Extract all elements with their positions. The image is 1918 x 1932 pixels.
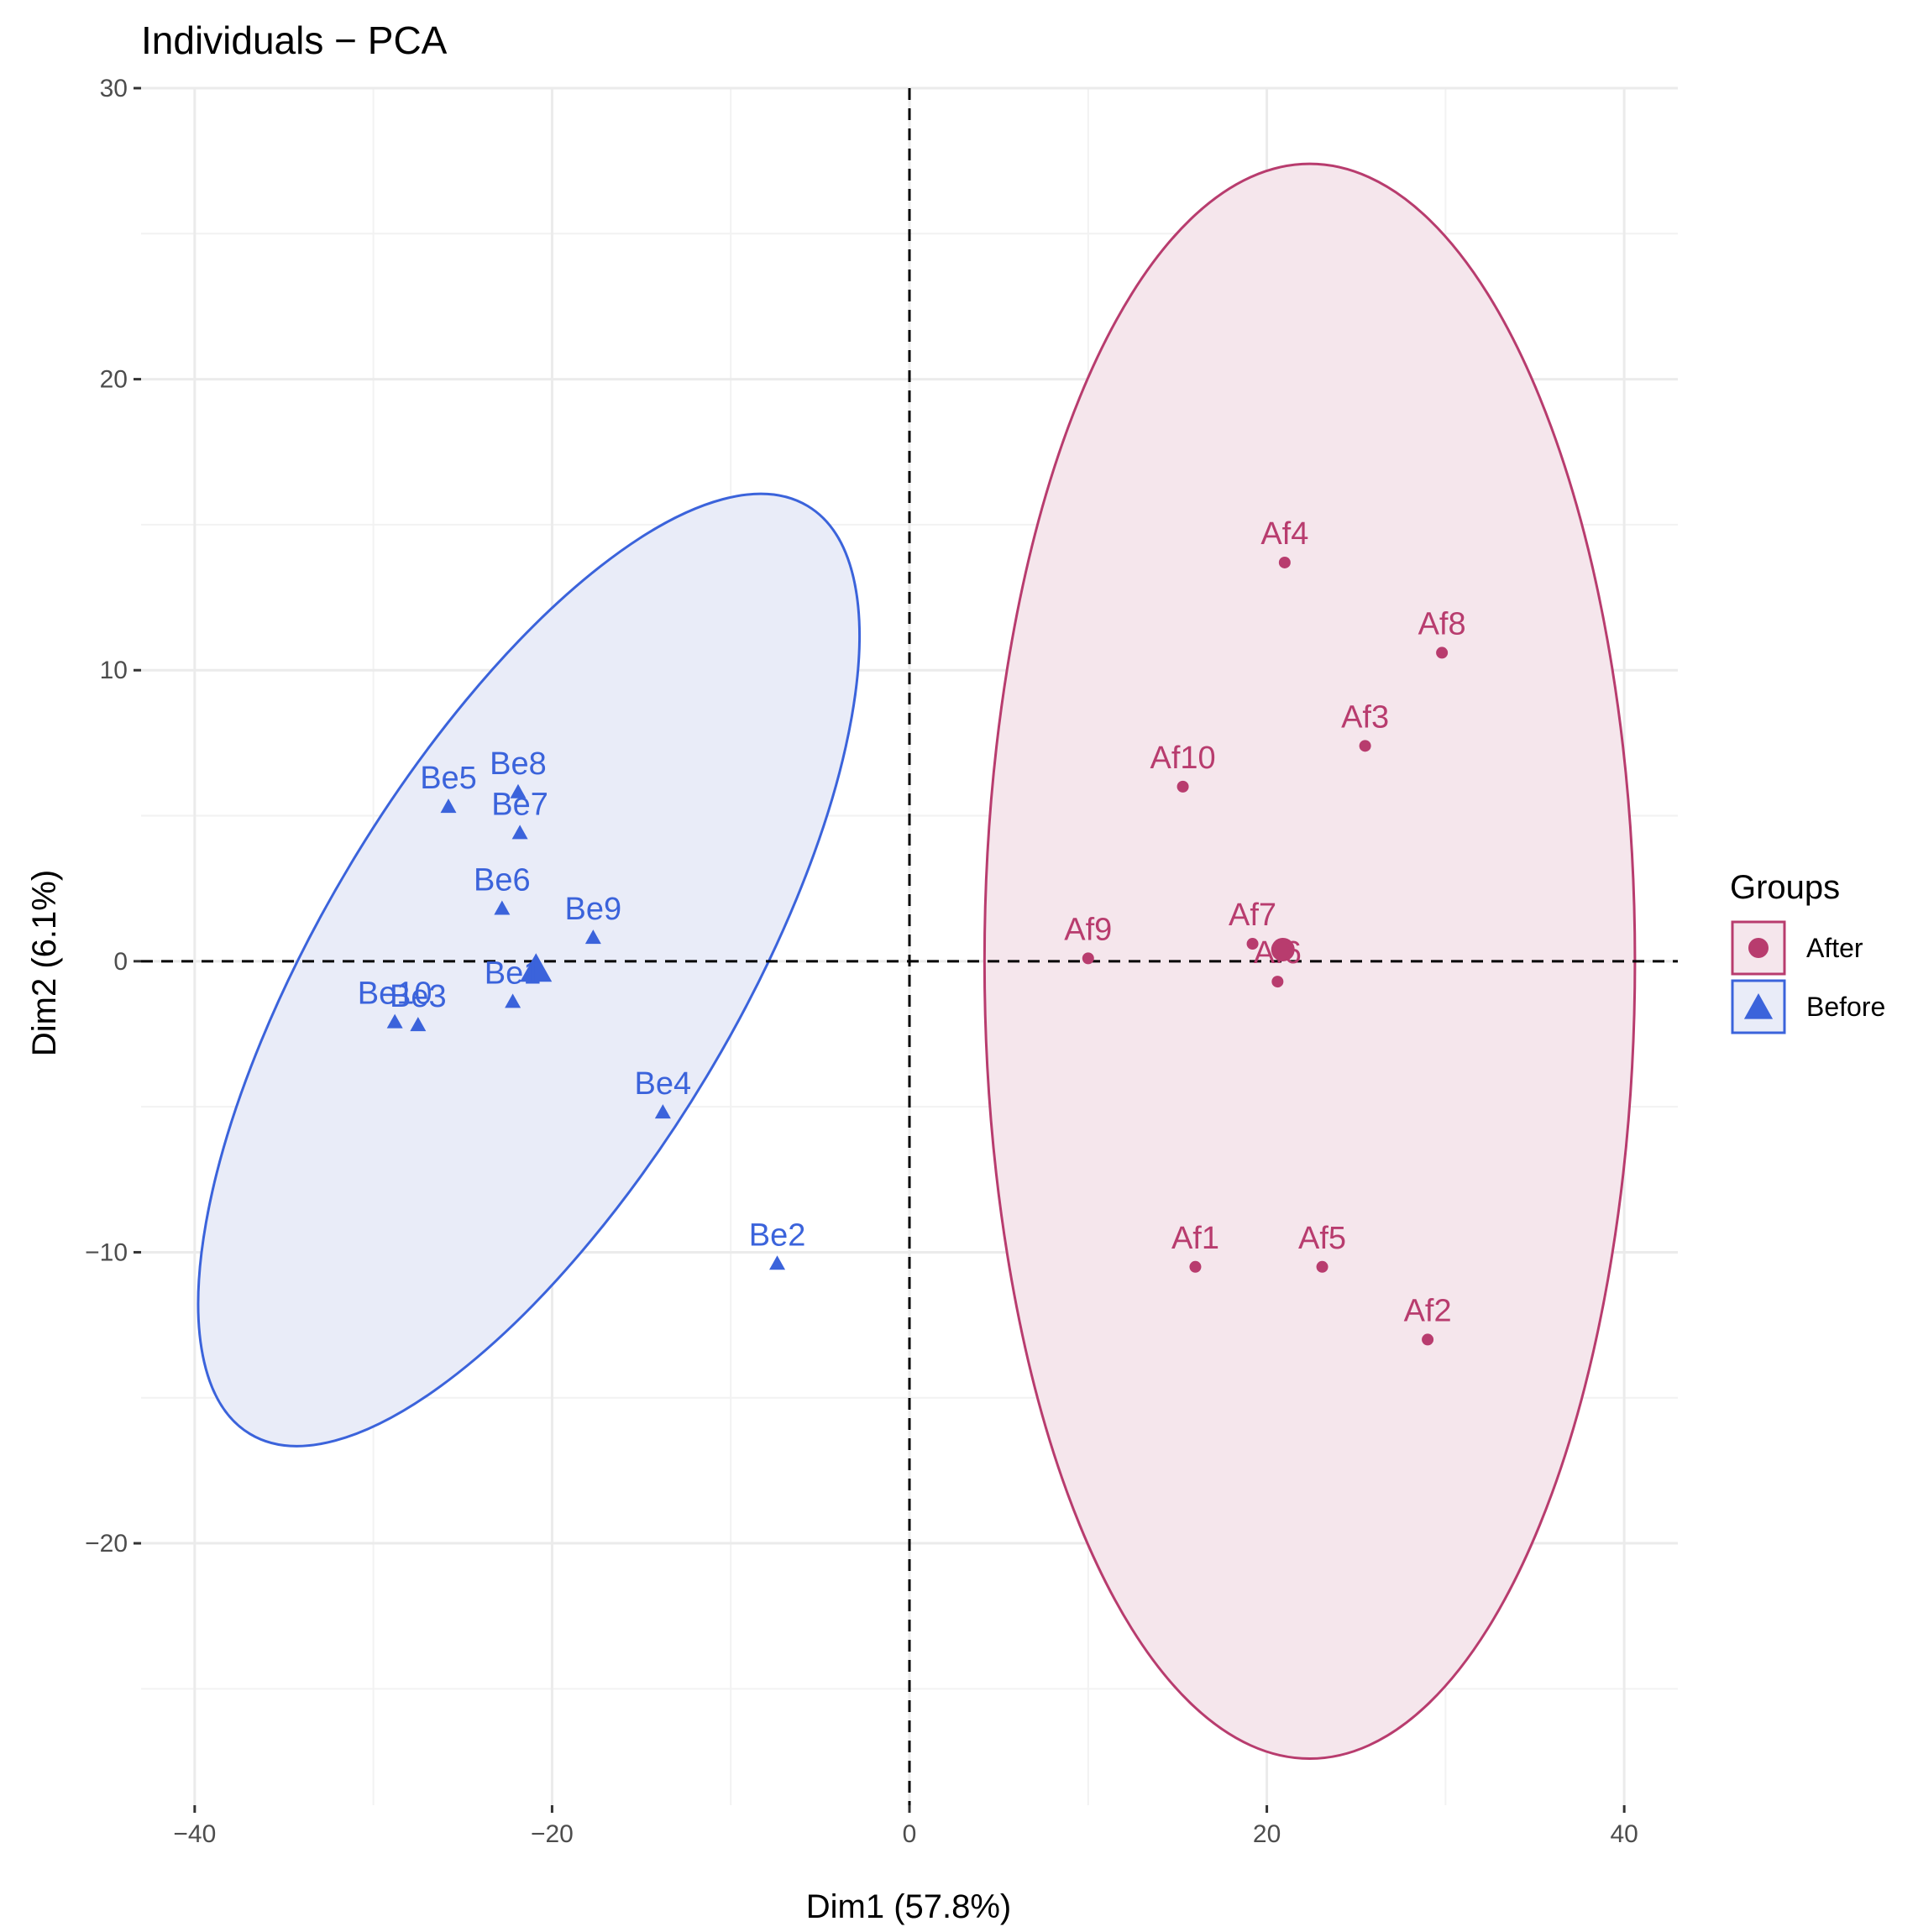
point-label-af5: Af5: [1298, 1221, 1346, 1256]
centroid-before: [520, 953, 553, 982]
point-label-be6: Be6: [474, 862, 531, 898]
point-label-be3: Be3: [390, 979, 447, 1014]
legend-label-after: After: [1806, 933, 1863, 963]
y-tick-label: 0: [113, 948, 128, 976]
point-label-af8: Af8: [1418, 606, 1466, 641]
point-be7: [511, 825, 528, 840]
point-af8: [1436, 647, 1449, 659]
data-points: [386, 556, 1449, 1346]
point-af6: [1271, 976, 1284, 988]
point-label-af9: Af9: [1064, 912, 1112, 947]
x-tick-label: −20: [531, 1820, 574, 1848]
point-label-be7: Be7: [491, 787, 548, 822]
point-af7: [1246, 938, 1259, 950]
point-af9: [1082, 952, 1094, 965]
centroid-after: [1271, 937, 1295, 961]
point-label-be1: Be1: [485, 956, 542, 991]
point-be6: [494, 900, 511, 915]
y-tick-label: −20: [85, 1530, 128, 1558]
point-af1: [1189, 1260, 1202, 1273]
point-label-be5: Be5: [420, 761, 477, 796]
point-label-be8: Be8: [490, 746, 547, 782]
point-af3: [1359, 740, 1371, 752]
y-tick-label: 30: [100, 75, 128, 102]
legend-label-before: Before: [1806, 992, 1885, 1022]
point-label-be4: Be4: [635, 1066, 692, 1102]
point-label-be10: Be10: [358, 976, 432, 1012]
legend-title: Groups: [1730, 869, 1840, 906]
y-tick-label: 10: [100, 657, 128, 684]
point-af4: [1278, 556, 1291, 568]
point-label-be2: Be2: [749, 1217, 806, 1253]
point-af10: [1176, 780, 1189, 793]
point-label-af6: Af6: [1254, 935, 1302, 971]
point-label-af7: Af7: [1229, 898, 1276, 933]
point-label-be9: Be9: [565, 892, 622, 927]
point-be5: [440, 798, 457, 814]
legend-marker-before: [1743, 993, 1774, 1019]
chart-title: Individuals − PCA: [141, 18, 448, 62]
point-be9: [584, 929, 601, 945]
point-be2: [769, 1255, 786, 1270]
point-be4: [654, 1104, 671, 1119]
x-tick-label: −40: [173, 1820, 216, 1848]
x-axis-label: Dim1 (57.8%): [806, 1888, 1012, 1925]
axes: −40 −20 0 20 40 −20 −10 0 10 20 30: [85, 75, 1638, 1848]
legend: Groups After Before: [1730, 869, 1885, 1034]
reference-lines: [141, 88, 1678, 1805]
y-axis-label: Dim2 (6.1%): [26, 870, 63, 1056]
point-af5: [1316, 1260, 1328, 1273]
point-be1: [505, 993, 521, 1008]
point-label-af2: Af2: [1404, 1293, 1452, 1328]
y-tick-label: 20: [100, 366, 128, 394]
x-tick-label: 40: [1610, 1820, 1638, 1848]
legend-marker-after: [1748, 938, 1769, 958]
point-af2: [1422, 1333, 1434, 1346]
x-tick-label: 0: [903, 1820, 917, 1848]
point-be10: [386, 1013, 403, 1029]
point-be8: [510, 783, 527, 798]
point-label-af4: Af4: [1260, 516, 1308, 552]
point-label-af1: Af1: [1171, 1221, 1219, 1256]
point-label-af10: Af10: [1150, 741, 1215, 776]
x-tick-label: 20: [1253, 1820, 1281, 1848]
point-label-af3: Af3: [1341, 699, 1389, 735]
y-tick-label: −10: [85, 1238, 128, 1266]
point-be3: [410, 1017, 427, 1032]
